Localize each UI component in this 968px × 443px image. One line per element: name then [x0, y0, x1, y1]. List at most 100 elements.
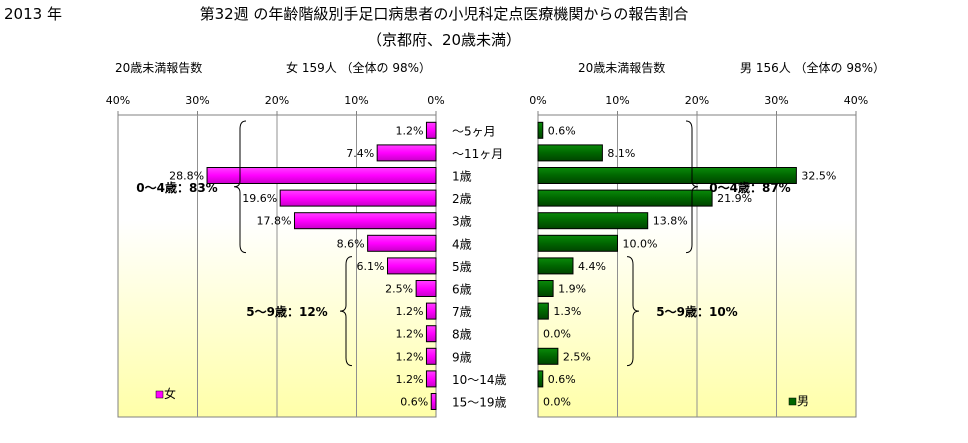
- female-bar: [387, 257, 437, 275]
- female-bar: [425, 121, 437, 139]
- female-bar: [430, 393, 437, 410]
- male-data-label: 1.9%: [558, 283, 586, 296]
- female-data-label: 8.6%: [337, 237, 365, 250]
- left-count-caption: 20歳未満報告数: [115, 60, 202, 75]
- female-bar: [367, 234, 437, 252]
- age-category-label: 1歳: [452, 170, 472, 184]
- right-tick-label: 40%: [844, 94, 868, 107]
- female-bar: [425, 302, 437, 320]
- group-brace: [626, 256, 640, 367]
- female-data-label: 1.2%: [396, 124, 424, 137]
- age-category-label: 7歳: [452, 305, 472, 319]
- female-data-label: 1.2%: [396, 305, 424, 318]
- age-category-label: 3歳: [452, 215, 472, 229]
- female-data-label: 6.1%: [357, 260, 385, 273]
- female-bar: [293, 212, 437, 230]
- age-category-label: 6歳: [452, 283, 472, 297]
- male-bar: [537, 280, 554, 297]
- left-tick-label: 20%: [265, 94, 289, 107]
- male-bar: [537, 144, 603, 162]
- age-category-label: 4歳: [452, 237, 472, 251]
- age-category-label: ～11ヶ月: [452, 147, 503, 161]
- right-axis-ticks: 0% 10% 20% 30% 40%: [529, 94, 868, 107]
- right-count-total: 男 156人 （全体の 98%）: [740, 60, 885, 75]
- male-bar: [537, 370, 544, 388]
- male-data-label: 4.4%: [578, 260, 606, 273]
- female-bar: [425, 325, 437, 343]
- age-category-label: 9歳: [452, 350, 472, 364]
- female-data-labels: 1.2% 7.4% 28.8% 19.6% 17.8% 8.6% 6.1%2.5% 1.2% 1…: [169, 124, 428, 408]
- age-category-label: 2歳: [452, 192, 472, 206]
- male-data-label: 0.0%: [543, 328, 571, 341]
- male-bar: [537, 302, 549, 320]
- year-label: 2013 年: [4, 5, 62, 23]
- right-tick-label: 0%: [529, 94, 546, 107]
- female-data-label: 17.8%: [257, 215, 292, 228]
- female-bar: [415, 280, 437, 297]
- group-brace: [233, 120, 247, 254]
- male-bar: [537, 121, 544, 139]
- female-data-label: 1.2%: [396, 350, 424, 363]
- left-axis-ticks: 0% 10% 20% 30% 40%: [106, 94, 445, 107]
- female-bar: [279, 189, 437, 207]
- female-data-label: 19.6%: [242, 192, 277, 205]
- group-brace: [685, 120, 699, 254]
- male-data-label: 0.6%: [548, 373, 576, 386]
- group-annotation: 0～4歳：83%: [136, 180, 217, 195]
- male-data-label: 0.6%: [548, 124, 576, 137]
- male-legend-swatch: [788, 397, 797, 406]
- age-category-labels: ～5ヶ月 ～11ヶ月 1歳 2歳 3歳 4歳 5歳 6歳 7歳 8歳 9歳 10～14歳 15～19歳: [452, 124, 507, 409]
- female-data-label: 7.4%: [346, 147, 374, 160]
- female-bar: [425, 370, 437, 388]
- right-gridlines: [537, 111, 857, 417]
- female-data-label: 28.8%: [169, 170, 204, 183]
- chart-title: 第32週 の年齢階級別手足口病患者の小児科定点医療機関からの報告割合: [200, 5, 689, 23]
- female-bars: [206, 121, 437, 410]
- group-annotation: 5～9歳：10%: [656, 304, 737, 319]
- group-annotation: 5～9歳：12%: [246, 304, 327, 319]
- female-data-label: 1.2%: [396, 373, 424, 386]
- age-category-label: 15～19歳: [452, 396, 507, 410]
- male-bar: [537, 257, 574, 275]
- male-data-label: 10.0%: [623, 237, 658, 250]
- male-bars: [537, 121, 797, 388]
- left-tick-label: 10%: [344, 94, 368, 107]
- male-data-label: 21.9%: [717, 192, 752, 205]
- male-bar: [537, 347, 559, 365]
- male-data-label: 32.5%: [801, 170, 836, 183]
- male-bar: [537, 212, 649, 230]
- female-data-label: 2.5%: [385, 283, 413, 296]
- male-data-label: 8.1%: [607, 147, 635, 160]
- male-bar: [537, 234, 618, 252]
- female-data-label: 1.2%: [396, 328, 424, 341]
- age-category-label: 8歳: [452, 328, 472, 342]
- male-bar: [537, 189, 713, 207]
- left-tick-label: 30%: [185, 94, 209, 107]
- age-group-brackets: [233, 120, 699, 367]
- left-tick-label: 40%: [106, 94, 130, 107]
- left-count-total: 女 159人 （全体の 98%）: [286, 60, 431, 75]
- chart-subtitle: （京都府、20歳未満）: [367, 31, 521, 49]
- group-brace: [339, 256, 353, 367]
- male-data-label: 13.8%: [653, 215, 688, 228]
- age-category-label: 5歳: [452, 260, 472, 274]
- male-legend-label: 男: [797, 394, 809, 408]
- right-tick-label: 20%: [685, 94, 709, 107]
- right-count-caption: 20歳未満報告数: [578, 60, 665, 75]
- female-legend-label: 女: [164, 386, 176, 401]
- female-legend-swatch: [155, 390, 164, 399]
- group-annotation: 0～4歳：87%: [709, 180, 790, 195]
- right-tick-label: 30%: [764, 94, 788, 107]
- right-tick-label: 10%: [605, 94, 629, 107]
- male-data-labels: 0.6% 8.1% 32.5% 21.9% 13.8% 10.0% 4.4% 1.9% 1.3%…: [543, 124, 836, 408]
- age-group-annotations: 0～4歳：83% 5～9歳：12% 0～4歳：87% 5～9歳：10%: [136, 180, 790, 319]
- female-data-label: 0.6%: [400, 396, 428, 409]
- left-gridlines: [117, 111, 437, 417]
- age-category-label: 10～14歳: [452, 373, 507, 387]
- female-bar: [425, 347, 437, 365]
- left-tick-label: 0%: [427, 94, 444, 107]
- female-bar: [206, 167, 437, 184]
- male-bar: [537, 167, 797, 184]
